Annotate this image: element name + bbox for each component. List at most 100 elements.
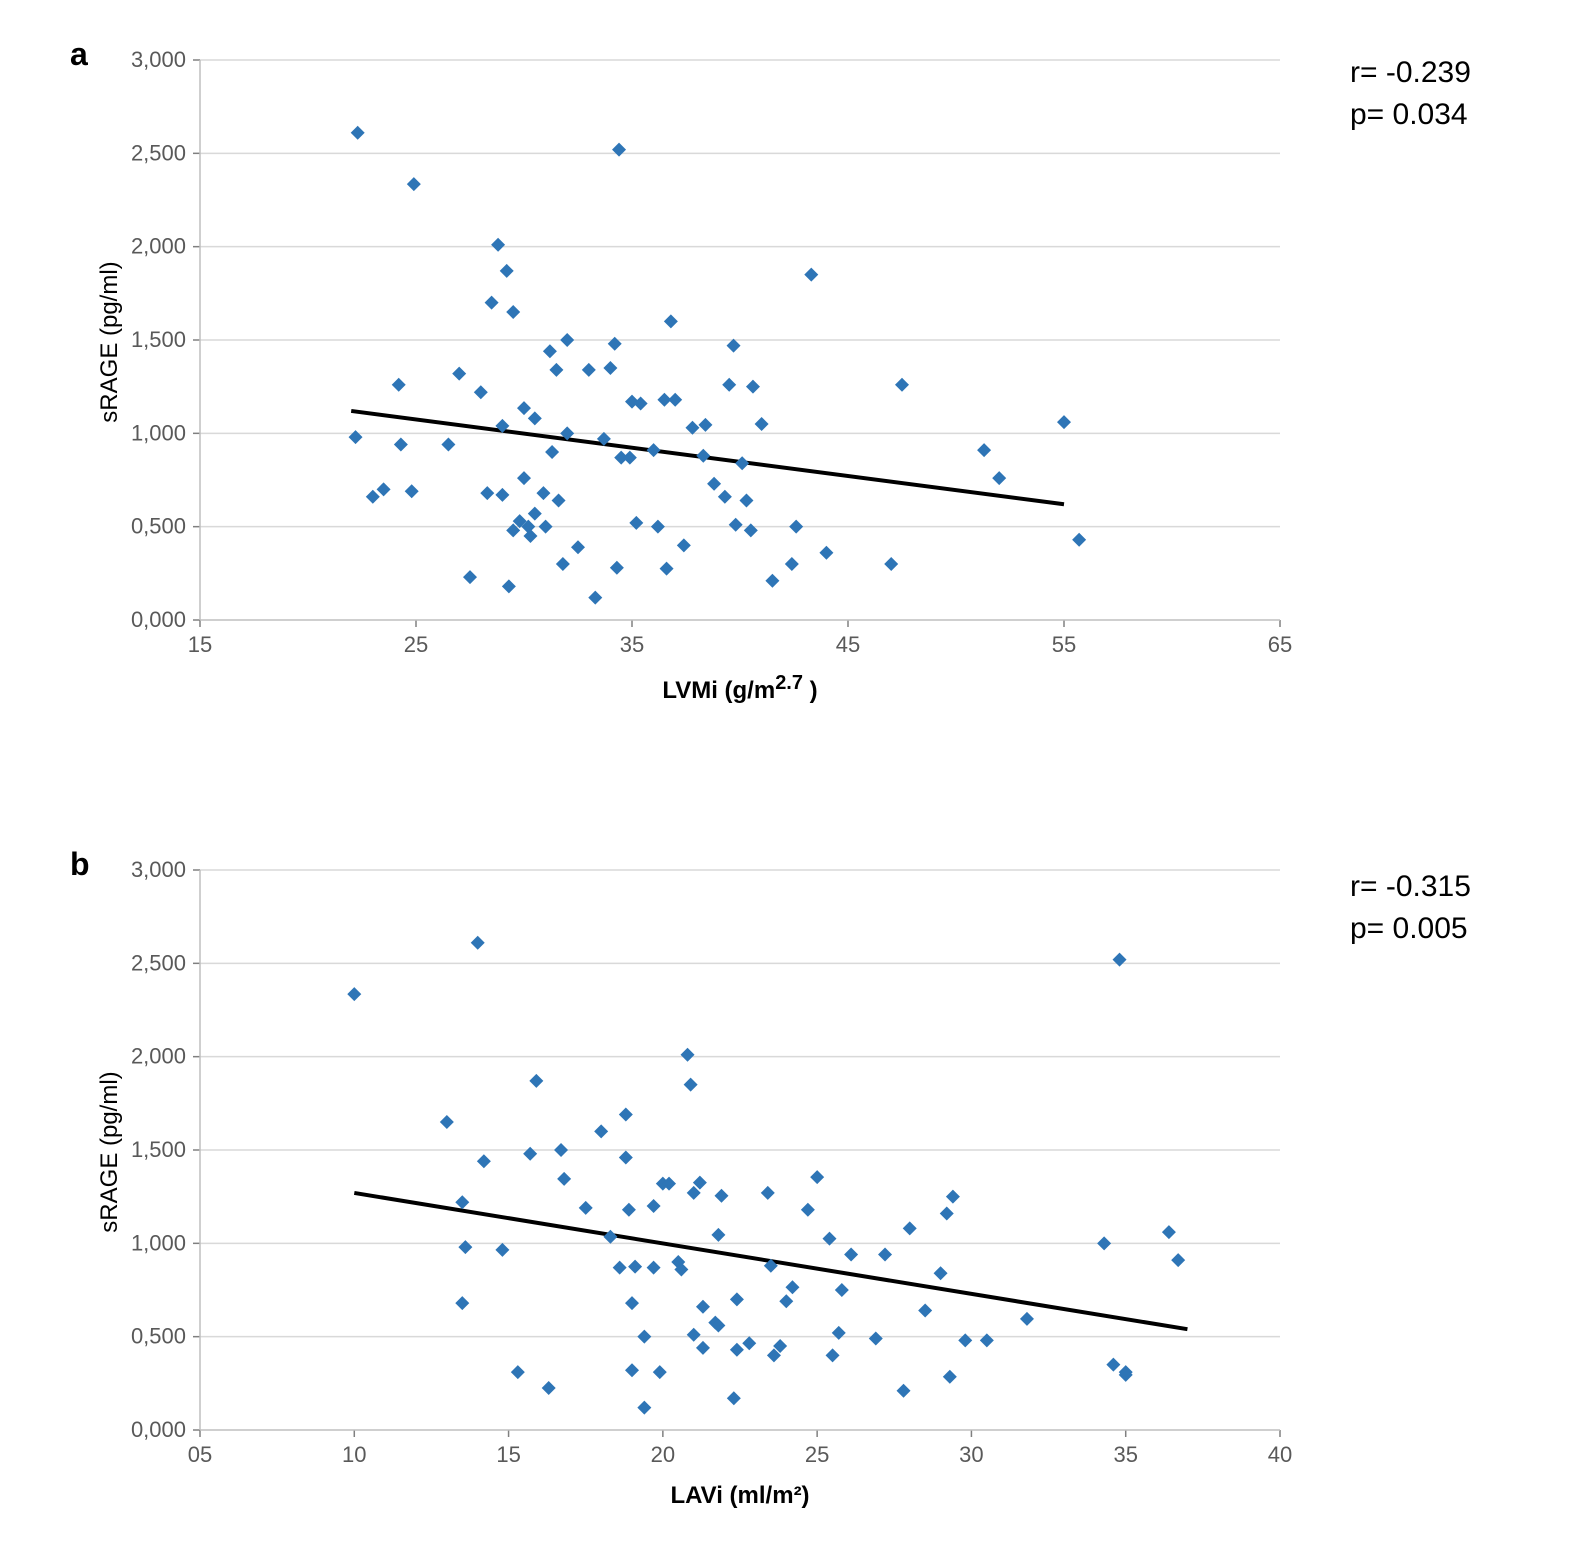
data-point [495,1243,509,1257]
data-point [1106,1358,1120,1372]
y-tick-label: 2,500 [131,950,186,975]
x-axis-label: LVMi (g/m2.7 ) [540,672,940,705]
data-point [992,471,1006,485]
data-point [480,486,494,500]
data-point [392,378,406,392]
data-point [729,518,743,532]
data-point [612,143,626,157]
data-point [623,451,637,465]
y-tick-label: 1,000 [131,420,186,445]
data-point [755,417,769,431]
x-tick-label: 05 [188,1442,212,1467]
data-point [452,367,466,381]
data-point [506,305,520,319]
data-point [440,1115,454,1129]
x-tick-label: 55 [1052,632,1076,657]
stats-box-a: r= -0.239p= 0.034 [1350,56,1471,132]
data-point [603,361,617,375]
data-point [897,1384,911,1398]
p-value: p= 0.005 [1350,912,1471,946]
data-point [681,1048,695,1062]
data-point [517,471,531,485]
data-point [934,1266,948,1280]
y-tick-label: 2,000 [131,234,186,259]
data-point [714,1189,728,1203]
stats-box-b: r= -0.315p= 0.005 [1350,870,1471,946]
data-point [761,1186,775,1200]
data-point [619,1108,633,1122]
data-point [1057,415,1071,429]
data-point [698,418,712,432]
data-point [765,574,779,588]
data-point [511,1365,525,1379]
data-point [552,494,566,508]
data-point [785,1280,799,1294]
data-point [801,1203,815,1217]
data-point [687,1328,701,1342]
data-point [536,486,550,500]
data-point [637,1330,651,1344]
data-point [1171,1253,1185,1267]
y-tick-label: 1,000 [131,1230,186,1255]
x-axis-label: LAVi (ml/m²) [540,1482,940,1510]
data-point [471,936,485,950]
data-point [1113,953,1127,967]
data-point [549,363,563,377]
data-point [677,538,691,552]
y-tick-label: 2,000 [131,1044,186,1069]
y-tick-label: 2,500 [131,140,186,165]
data-point [629,516,643,530]
data-point [610,561,624,575]
data-point [895,378,909,392]
data-point [455,1195,469,1209]
data-point [739,494,753,508]
scatter-plot-a: 0,0000,5001,0001,5002,0002,5003,00015253… [80,40,1360,720]
data-point [500,264,514,278]
y-tick-label: 0,500 [131,514,186,539]
x-tick-label: 25 [404,632,428,657]
y-tick-label: 3,000 [131,47,186,72]
data-point [528,507,542,521]
data-point [722,378,736,392]
data-point [653,1365,667,1379]
data-point [977,443,991,457]
y-tick-label: 0,000 [131,607,186,632]
data-point [718,490,732,504]
data-point [556,557,570,571]
data-point [571,540,585,554]
data-point [351,126,365,140]
data-point [545,445,559,459]
data-point [588,591,602,605]
data-point [377,482,391,496]
data-point [628,1260,642,1274]
x-tick-label: 15 [188,632,212,657]
data-point [730,1292,744,1306]
data-point [523,529,537,543]
data-point [707,477,721,491]
data-point [779,1294,793,1308]
r-value: r= -0.239 [1350,56,1471,90]
data-point [918,1304,932,1318]
x-tick-label: 35 [620,632,644,657]
data-point [832,1326,846,1340]
x-tick-label: 20 [651,1442,675,1467]
data-point [603,1230,617,1244]
data-point [878,1248,892,1262]
data-point [557,1172,571,1186]
data-point [684,1078,698,1092]
data-point [474,385,488,399]
x-tick-label: 15 [496,1442,520,1467]
data-point [485,296,499,310]
y-tick-label: 0,000 [131,1417,186,1442]
data-point [455,1296,469,1310]
y-axis-label: sRAGE (pg/ml) [96,1002,124,1302]
data-point [407,177,421,191]
data-point [696,449,710,463]
data-point [668,393,682,407]
data-point [869,1332,883,1346]
data-point [1072,533,1086,547]
data-point [517,401,531,415]
data-point [543,344,557,358]
data-point [789,520,803,534]
x-tick-label: 35 [1113,1442,1137,1467]
